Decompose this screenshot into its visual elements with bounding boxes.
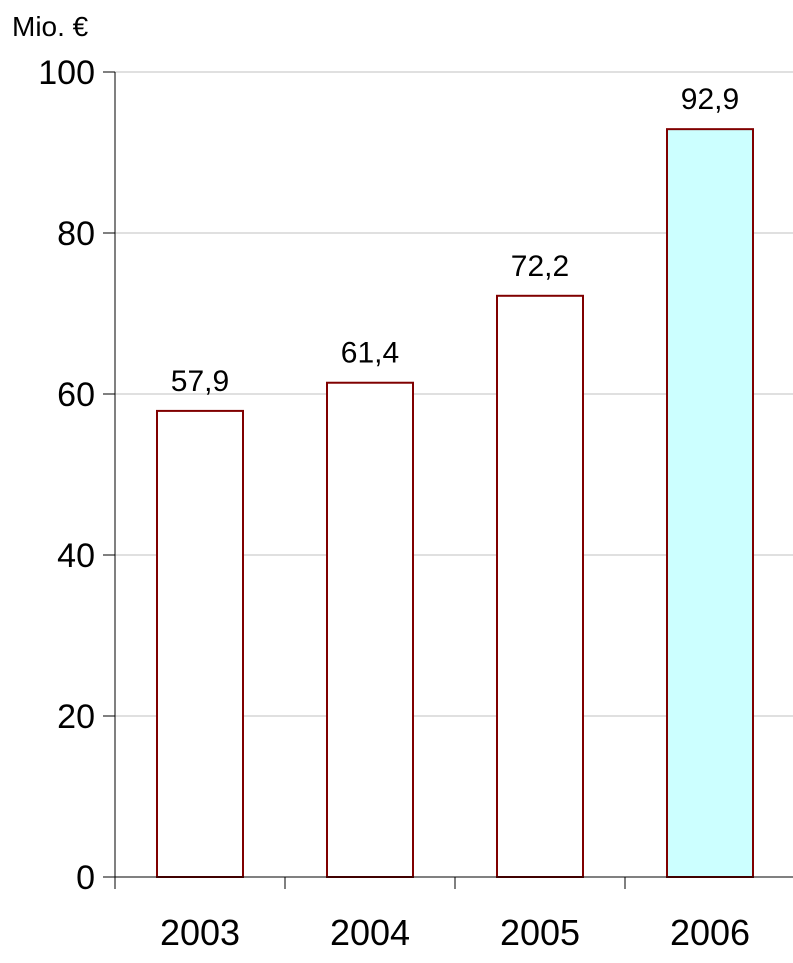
labels: 0 20 40 60 80 100 57,9 2003 61,4 2004 72,2 2005 92,9… <box>38 54 750 953</box>
data-label-2004: 61,4 <box>341 337 399 370</box>
y-tick-label-80: 80 <box>57 215 95 253</box>
y-tick-label-60: 60 <box>57 376 95 414</box>
bar-2006 <box>666 128 754 878</box>
data-label-2003: 57,9 <box>171 365 229 398</box>
x-tick-label-2003: 2003 <box>160 912 240 953</box>
data-label-2006: 92,9 <box>681 83 739 116</box>
y-tick-label-40: 40 <box>57 537 95 575</box>
x-tick-label-2004: 2004 <box>330 912 410 953</box>
bars <box>156 128 754 879</box>
y-tick-label-100: 100 <box>38 54 95 92</box>
bar-2005 <box>496 294 584 879</box>
y-axis-unit-label: Mio. € <box>12 11 89 42</box>
y-tick-label-0: 0 <box>76 859 95 897</box>
x-tick-label-2006: 2006 <box>670 912 750 953</box>
x-tick-label-2005: 2005 <box>500 912 580 953</box>
bar-2004 <box>326 381 414 878</box>
bar-2003 <box>156 409 244 878</box>
data-label-2005: 72,2 <box>511 250 569 283</box>
axes <box>103 71 793 889</box>
y-tick-label-20: 20 <box>57 698 95 736</box>
